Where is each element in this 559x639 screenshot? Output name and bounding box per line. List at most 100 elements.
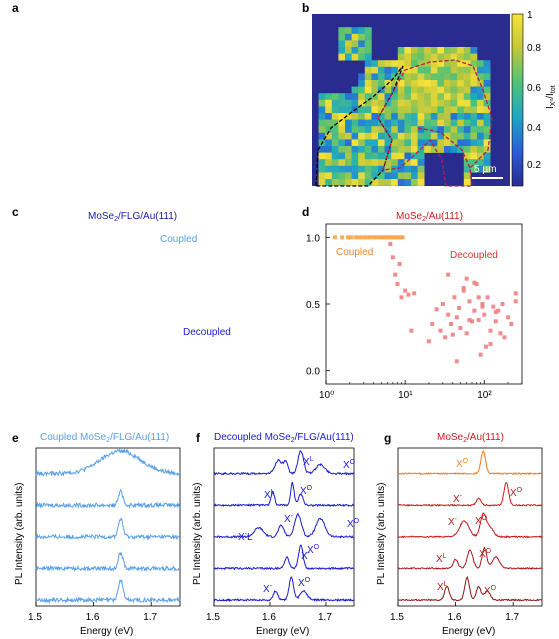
map-pixel xyxy=(378,60,385,68)
map-pixel xyxy=(411,139,418,147)
data-point xyxy=(480,304,485,309)
data-point xyxy=(377,235,382,240)
map-pixel xyxy=(404,86,412,94)
map-pixel xyxy=(331,132,339,140)
data-point xyxy=(483,344,488,349)
map-pixel xyxy=(450,132,458,140)
map-pixel xyxy=(417,152,425,160)
map-pixel xyxy=(378,165,385,173)
map-pixel xyxy=(483,159,491,167)
map-pixel xyxy=(470,146,478,153)
map-pixel xyxy=(384,93,392,101)
map-pixel xyxy=(450,66,458,74)
data-point xyxy=(513,299,518,304)
map-pixel xyxy=(364,66,372,74)
map-pixel xyxy=(318,152,326,160)
map-pixel xyxy=(371,60,379,68)
data-point xyxy=(482,312,487,317)
y-tick-label: 0.0 xyxy=(306,367,320,378)
map-pixel xyxy=(437,106,445,114)
map-pixel xyxy=(338,33,346,41)
map-pixel xyxy=(411,165,418,173)
panel-g-title: MoSe2/Au(111) xyxy=(437,432,504,444)
map-pixel xyxy=(404,47,412,54)
x-axis-label: Energy (eV) xyxy=(442,626,495,637)
map-pixel xyxy=(444,119,451,127)
map-pixel xyxy=(331,119,339,127)
panel-d-annotation-decoupled: Decoupled xyxy=(450,250,498,261)
data-point xyxy=(461,286,466,290)
map-pixel xyxy=(318,126,326,134)
map-pixel xyxy=(378,80,385,87)
map-pixel xyxy=(417,119,425,127)
map-pixel xyxy=(371,99,379,107)
map-pixel xyxy=(325,126,333,134)
panel-d-annotation-coupled: Coupled xyxy=(336,247,373,258)
map-pixel xyxy=(358,73,366,81)
data-point xyxy=(393,272,398,277)
map-pixel xyxy=(424,139,432,147)
map-pixel xyxy=(378,139,385,147)
y-axis-label: PL Intensity (arb. units) xyxy=(192,483,203,585)
map-pixel xyxy=(437,113,445,120)
map-pixel xyxy=(397,93,405,101)
map-pixel xyxy=(437,73,445,81)
map-pixel xyxy=(457,126,465,134)
map-pixel xyxy=(477,113,484,120)
map-pixel xyxy=(477,106,484,114)
data-point xyxy=(340,235,345,240)
map-pixel xyxy=(397,106,405,114)
map-pixel xyxy=(384,86,392,94)
map-pixel xyxy=(345,132,352,140)
map-pixel xyxy=(404,53,412,61)
map-pixel xyxy=(364,179,372,186)
map-pixel xyxy=(358,40,366,48)
map-pixel xyxy=(371,165,379,173)
map-pixel xyxy=(345,99,352,107)
spectrum-line xyxy=(397,575,543,602)
map-pixel xyxy=(483,119,491,127)
data-point xyxy=(380,235,385,240)
map-pixel xyxy=(444,80,451,87)
map-pixel xyxy=(345,106,352,114)
map-pixel xyxy=(391,146,399,153)
peak-label: X- xyxy=(301,550,311,562)
map-pixel xyxy=(457,60,465,68)
peak-label: XO xyxy=(300,485,313,497)
map-pixel xyxy=(417,113,425,120)
map-pixel xyxy=(411,152,418,160)
map-pixel xyxy=(424,132,432,140)
map-pixel xyxy=(338,126,346,134)
map-pixel xyxy=(391,132,399,140)
map-pixel xyxy=(477,132,484,140)
map-pixel xyxy=(378,152,385,160)
map-pixel xyxy=(424,80,432,87)
x-tick-label: 1.6 xyxy=(448,612,462,623)
map-pixel xyxy=(325,179,333,186)
map-pixel xyxy=(417,99,425,107)
map-pixel xyxy=(331,172,339,180)
map-pixel xyxy=(325,93,333,101)
data-point xyxy=(398,235,403,240)
map-pixel xyxy=(318,179,326,186)
data-point xyxy=(448,322,453,326)
map-pixel xyxy=(338,106,346,114)
map-pixel xyxy=(463,99,471,107)
map-pixel xyxy=(371,126,379,134)
spectrum-line xyxy=(397,482,543,507)
data-point xyxy=(454,315,459,320)
map-pixel xyxy=(318,106,326,114)
map-pixel xyxy=(391,172,399,180)
data-point xyxy=(349,235,354,240)
map-pixel xyxy=(463,113,471,120)
panel-letter-c: c xyxy=(12,205,19,219)
map-pixel xyxy=(430,132,438,140)
peak-label: X- xyxy=(263,583,273,595)
map-pixel xyxy=(338,93,346,101)
data-point xyxy=(500,302,505,306)
map-pixel xyxy=(444,132,451,140)
spectra-panel-g: 1.5 1.6 1.7 Energy (eV) PL Intensity (arb. u… xyxy=(376,447,543,637)
map-pixel xyxy=(463,159,471,167)
map-pixel xyxy=(450,146,458,153)
map-pixel xyxy=(364,60,372,68)
